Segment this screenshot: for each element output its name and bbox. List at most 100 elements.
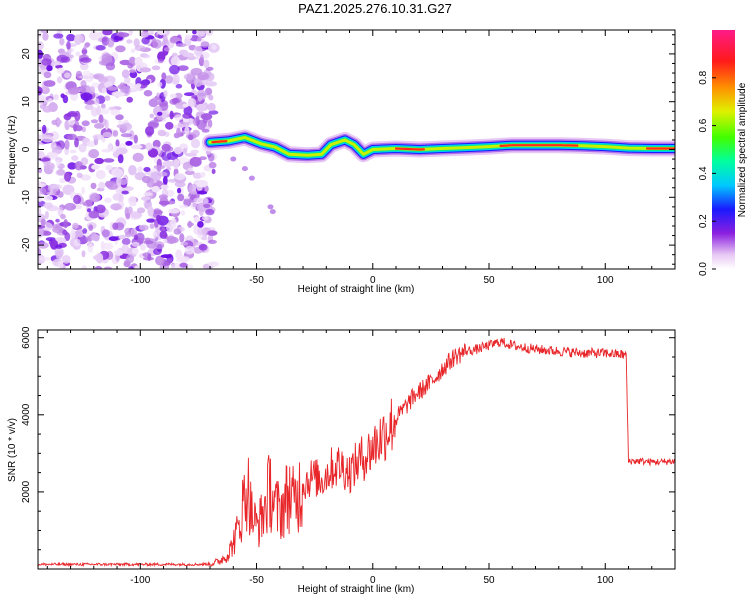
noise-blob — [182, 112, 193, 119]
noise-blob — [157, 111, 163, 116]
noise-blob — [91, 164, 100, 170]
noise-blob — [104, 95, 111, 101]
noise-blob — [130, 144, 143, 150]
noise-blob — [119, 59, 131, 66]
snr-xlabel: Height of straight line (km) — [298, 584, 415, 595]
noise-blob — [89, 73, 95, 80]
noise-blob — [38, 192, 41, 199]
noise-blob — [43, 71, 52, 79]
noise-blob — [147, 148, 159, 158]
noise-blob — [174, 172, 186, 181]
noise-blob — [187, 220, 193, 228]
noise-blob — [200, 171, 206, 178]
noise-blob — [46, 191, 57, 196]
noise-blob — [172, 158, 180, 170]
noise-blob — [130, 48, 136, 53]
noise-blob — [207, 239, 217, 244]
noise-blob — [90, 231, 97, 241]
noise-blob — [187, 167, 194, 172]
noise-blob — [95, 45, 106, 51]
noise-blob — [200, 113, 213, 121]
noise-blob — [145, 125, 155, 136]
noise-blob — [121, 190, 129, 195]
noise-blob — [151, 185, 160, 193]
noise-blob — [134, 265, 142, 269]
noise-blob — [66, 40, 71, 50]
noise-blob — [162, 238, 168, 244]
colorbar-gradient — [712, 30, 735, 269]
noise-blob — [165, 121, 174, 130]
noise-blob — [48, 102, 58, 113]
chart-title: PAZ1.2025.276.10.31.G27 — [298, 1, 452, 16]
noise-blob — [157, 30, 166, 36]
noise-blob — [80, 174, 91, 181]
noise-blob — [58, 260, 64, 269]
noise-blob — [126, 39, 133, 44]
noise-blob — [201, 128, 210, 133]
colorbar: 0.0 0.2 0.4 0.6 0.8 Normalized spectral ampl… — [698, 30, 748, 276]
noise-blob — [159, 230, 168, 239]
noise-blob — [106, 37, 115, 48]
noise-blob — [42, 32, 49, 41]
noise-blob — [44, 210, 49, 220]
noise-blob — [147, 121, 159, 128]
noise-blob — [207, 119, 213, 128]
noise-blob — [82, 70, 91, 77]
noise-blob — [161, 143, 171, 152]
noise-blob — [84, 42, 91, 47]
noise-blob — [143, 90, 153, 97]
noise-blob — [81, 47, 88, 56]
noise-blob — [203, 203, 211, 208]
noise-blob — [267, 204, 274, 210]
noise-blob — [130, 211, 143, 219]
noise-blob — [162, 175, 168, 186]
noise-blob — [41, 58, 53, 66]
spectrogram-ytick-label: 0 — [21, 146, 32, 152]
noise-blob — [128, 30, 133, 36]
noise-blob — [113, 249, 124, 256]
noise-blob — [192, 202, 198, 208]
noise-blob — [69, 149, 77, 154]
noise-blob — [88, 33, 97, 39]
noise-blob — [111, 168, 124, 178]
noise-blob — [207, 152, 215, 162]
noise-blob — [98, 114, 104, 124]
spectrogram-xlabel: Height of straight line (km) — [298, 284, 415, 295]
noise-blob — [56, 119, 62, 125]
noise-blob — [60, 213, 66, 220]
spectrogram-ytick-label: 20 — [21, 48, 32, 60]
noise-blob — [211, 168, 216, 175]
noise-blob — [198, 243, 208, 251]
ridge-hot-segment — [394, 147, 425, 151]
noise-blob — [103, 266, 113, 269]
noise-blob — [203, 198, 209, 204]
snr-series-layer — [38, 337, 675, 568]
noise-blob — [124, 227, 133, 235]
noise-blob — [156, 164, 162, 172]
noise-blob — [177, 187, 182, 194]
noise-blob — [66, 133, 77, 140]
snr-ytick-label: 4000 — [21, 403, 32, 426]
noise-blob — [155, 255, 165, 266]
snr-ytick-label: 2000 — [21, 480, 32, 503]
noise-blob — [74, 161, 83, 171]
noise-blob — [46, 65, 53, 72]
noise-blob — [149, 223, 155, 229]
spectrogram-xtick-label: 0 — [370, 275, 376, 286]
noise-blob — [94, 98, 100, 106]
noise-blob — [53, 94, 59, 101]
noise-blob — [196, 103, 207, 112]
noise-blob — [149, 113, 155, 119]
noise-blob — [139, 67, 152, 73]
noise-blob — [72, 222, 79, 229]
noise-blob — [200, 41, 210, 48]
noise-blob — [208, 261, 220, 267]
noise-blob — [96, 105, 101, 116]
noise-blob — [129, 69, 136, 73]
noise-blob — [189, 156, 202, 167]
spectrogram-ylabel: Frequency (Hz) — [7, 116, 18, 185]
noise-blob — [158, 200, 170, 206]
noise-blob — [81, 250, 86, 258]
noise-blob — [141, 54, 151, 59]
noise-blob — [115, 139, 120, 147]
